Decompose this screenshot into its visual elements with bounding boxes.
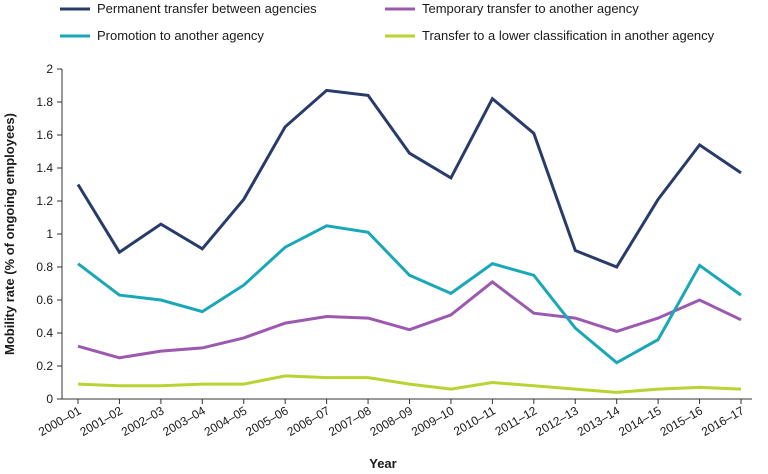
y-axis: 0 0.2 0.4 0.6 0.8 1 1.2 1.4 1.6 1.8 2 bbox=[36, 62, 63, 406]
legend-item-lower-classification: Transfer to a lower classification in an… bbox=[385, 28, 715, 43]
legend-label-lower-classification: Transfer to a lower classification in an… bbox=[422, 28, 715, 43]
y-tick-label: 0.8 bbox=[36, 260, 53, 274]
y-tick-label: 0.6 bbox=[36, 293, 53, 307]
y-axis-title: Mobility rate (% of ongoing employees) bbox=[2, 113, 17, 355]
x-tick-label: 2005–06 bbox=[243, 403, 291, 439]
x-tick-label: 2010–11 bbox=[451, 403, 498, 438]
x-axis: 2000–012001–022002–032003–042004–052005–… bbox=[36, 398, 752, 439]
y-tick-label: 1.4 bbox=[36, 161, 53, 175]
y-tick-label: 0.2 bbox=[36, 359, 53, 373]
legend-label-promotion: Promotion to another agency bbox=[97, 28, 264, 43]
legend-item-permanent-transfer: Permanent transfer between agencies bbox=[60, 1, 317, 16]
x-tick-label: 2008–09 bbox=[368, 403, 416, 439]
x-tick-label: 2004–05 bbox=[202, 403, 250, 439]
y-tick-label: 0.4 bbox=[36, 326, 53, 340]
legend-item-temporary-transfer: Temporary transfer to another agency bbox=[385, 1, 639, 16]
x-tick-label: 2009–10 bbox=[409, 403, 457, 439]
x-axis-title: Year bbox=[369, 456, 396, 471]
x-tick-label: 2003–04 bbox=[160, 403, 208, 439]
y-tick-label: 0 bbox=[46, 392, 53, 406]
series-lines bbox=[76, 88, 742, 394]
legend-label-permanent-transfer: Permanent transfer between agencies bbox=[97, 1, 317, 16]
x-tick-label: 2006–07 bbox=[285, 403, 333, 439]
legend: Permanent transfer between agencies Temp… bbox=[60, 1, 715, 43]
series-line-promotion bbox=[77, 224, 742, 365]
x-tick-label: 2015–16 bbox=[658, 403, 706, 439]
y-tick-label: 2 bbox=[46, 62, 53, 76]
x-tick-label: 2002–03 bbox=[119, 403, 167, 439]
legend-item-promotion: Promotion to another agency bbox=[60, 28, 264, 43]
x-tick-label: 2013–14 bbox=[575, 403, 623, 439]
x-tick-label: 2001–02 bbox=[77, 403, 125, 439]
y-tick-label: 1.6 bbox=[36, 128, 53, 142]
x-tick-label: 2016–17 bbox=[699, 403, 747, 439]
x-tick-label: 2011–12 bbox=[493, 403, 540, 438]
x-tick-label: 2007–08 bbox=[326, 403, 374, 439]
legend-label-temporary-transfer: Temporary transfer to another agency bbox=[422, 1, 639, 16]
x-tick-label: 2000–01 bbox=[36, 403, 84, 439]
series-line-temporary-transfer bbox=[77, 280, 742, 360]
y-tick-label: 1.8 bbox=[36, 95, 53, 109]
y-tick-label: 1 bbox=[46, 227, 53, 241]
y-tick-label: 1.2 bbox=[36, 194, 53, 208]
x-tick-label: 2012–13 bbox=[533, 403, 581, 439]
series-line-permanent-transfer bbox=[76, 88, 742, 269]
x-tick-label: 2014–15 bbox=[616, 403, 664, 439]
series-line-lower-classification bbox=[77, 374, 742, 394]
